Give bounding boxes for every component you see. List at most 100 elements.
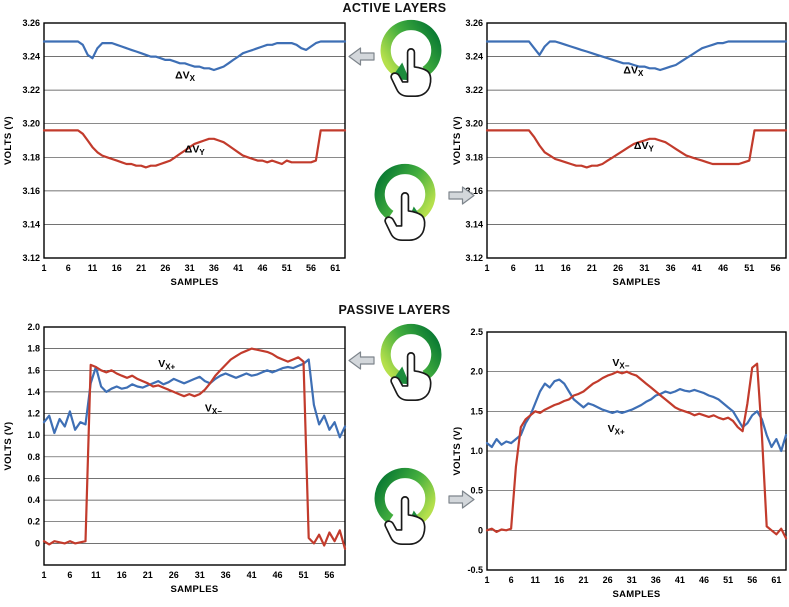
y-tick-label: 1.0 [470,446,483,456]
y-axis-title: VOLTS (V) [3,422,14,471]
x-tick-label: 26 [603,575,613,585]
x-tick-label: 56 [306,263,316,273]
y-tick-label: 3.24 [465,52,483,62]
x-tick-label: 56 [747,575,757,585]
plot-frame [43,326,346,566]
y-tick-label: 2.0 [470,367,483,377]
y-tick-label: 0.2 [27,517,40,527]
passive-arrow-right-icon [448,490,475,514]
chart-active-left: 3.26 3.24 3.22 3.20 3.18 3.16 3.14 3.12 1 6 11 16 21… [0,14,348,290]
x-tick-label: 21 [587,263,597,273]
y-tick-label: 0 [478,525,483,535]
x-tick-label: 11 [91,570,101,580]
x-tick-label: 51 [282,263,292,273]
series-label: ΔVX [175,69,196,83]
y-tick-label: 3.20 [22,119,40,129]
passive-left-plot: 2.01.81.61.41.21.00.80.60.40.201 6 11 16 21 2… [3,322,347,595]
x-tick-label: 41 [675,575,685,585]
y-tick-label: 1.2 [27,409,40,419]
y-tick-label: 3.12 [22,253,40,263]
y-tick-label: 1.6 [27,365,40,375]
y-tick-label: 0 [35,538,40,548]
x-tick-label: 46 [257,263,267,273]
y-tick-label: 3.20 [465,119,483,129]
passive-right-plot: 2.52.01.51.00.50-0.51 6 11 16 21 26 31 36 41 46 51… [452,327,788,600]
series-line-1 [42,347,347,550]
x-tick-label: 16 [561,263,571,273]
series-line-0 [42,358,347,439]
x-tick-label: 21 [143,570,153,580]
x-tick-label: 36 [666,263,676,273]
x-tick-label: 51 [744,263,754,273]
x-tick-label: 16 [112,263,122,273]
passive-rotate-cw-gesture-icon [366,466,444,563]
x-tick-label: 11 [88,263,98,273]
series-line-1 [485,129,788,169]
series-label: VX+ [608,423,625,437]
x-tick-label: 1 [41,570,46,580]
y-tick-label: 1.4 [27,387,40,397]
y-tick-label: 3.16 [465,186,483,196]
chart-passive-right: 2.5 2.0 1.5 1.0 0.5 0 -0.5 1 6 11 16 21 26 31 36 41 46 51… [449,318,789,607]
x-axis-title: SAMPLES [170,277,218,288]
y-tick-label: 3.16 [22,186,40,196]
x-tick-label: 46 [272,570,282,580]
x-tick-label: 41 [692,263,702,273]
y-axis-title: VOLTS (V) [452,116,463,165]
y-tick-label: 3.18 [465,152,483,162]
x-tick-label: 6 [66,263,71,273]
active-arrow-left-icon [348,47,375,71]
x-tick-label: 16 [554,575,564,585]
x-tick-label: 56 [770,263,780,273]
passive-rotate-ccw-gesture-icon [372,322,450,419]
x-tick-label: 26 [169,570,179,580]
x-tick-label: 56 [324,570,334,580]
series-line-1 [42,129,347,169]
x-tick-label: 46 [718,263,728,273]
x-tick-label: 26 [613,263,623,273]
y-tick-label: 3.22 [22,85,40,95]
x-tick-label: 31 [639,263,649,273]
active-left-plot: 3.263.243.223.203.183.163.143.121 6 11 16 21… [3,18,347,288]
x-tick-label: 21 [136,263,146,273]
series-label: ΔVY [185,143,206,157]
x-tick-label: 31 [195,570,205,580]
x-tick-label: 31 [627,575,637,585]
series-label: ΔVY [634,140,655,154]
y-tick-label: 1.0 [27,430,40,440]
active-arrow-right-icon [448,186,475,210]
x-tick-label: 21 [578,575,588,585]
x-tick-label: 6 [67,570,72,580]
x-axis-title: SAMPLES [170,584,218,595]
x-tick-label: 16 [117,570,127,580]
y-tick-label: 3.26 [465,18,483,28]
y-tick-label: 3.18 [22,152,40,162]
y-tick-label: 0.8 [27,452,40,462]
x-tick-label: 1 [484,575,489,585]
active-rotate-ccw-gesture-icon [372,18,450,115]
x-tick-label: 41 [247,570,257,580]
series-line-0 [485,378,788,453]
y-tick-label: 0.4 [27,495,40,505]
y-tick-label: 0.6 [27,474,40,484]
plot-frame [486,22,787,259]
x-tick-label: 31 [185,263,195,273]
y-tick-label: 3.22 [465,85,483,95]
y-tick-label: 2.0 [27,322,40,332]
x-tick-label: 61 [771,575,781,585]
y-tick-label: 1.5 [470,406,483,416]
y-tick-label: 3.14 [22,219,40,229]
x-tick-label: 51 [298,570,308,580]
x-tick-label: 36 [221,570,231,580]
plot-frame [486,331,787,571]
x-tick-label: 36 [209,263,219,273]
x-axis-title: SAMPLES [612,589,660,600]
y-tick-label: 3.24 [22,52,40,62]
series-label: VX− [612,357,629,371]
active-right-plot: 3.263.243.223.203.183.163.143.121 6 11 16 21… [452,18,788,288]
y-tick-label: 0.5 [470,486,483,496]
x-tick-label: 6 [509,575,514,585]
x-tick-label: 61 [330,263,340,273]
plot-frame [43,22,346,259]
